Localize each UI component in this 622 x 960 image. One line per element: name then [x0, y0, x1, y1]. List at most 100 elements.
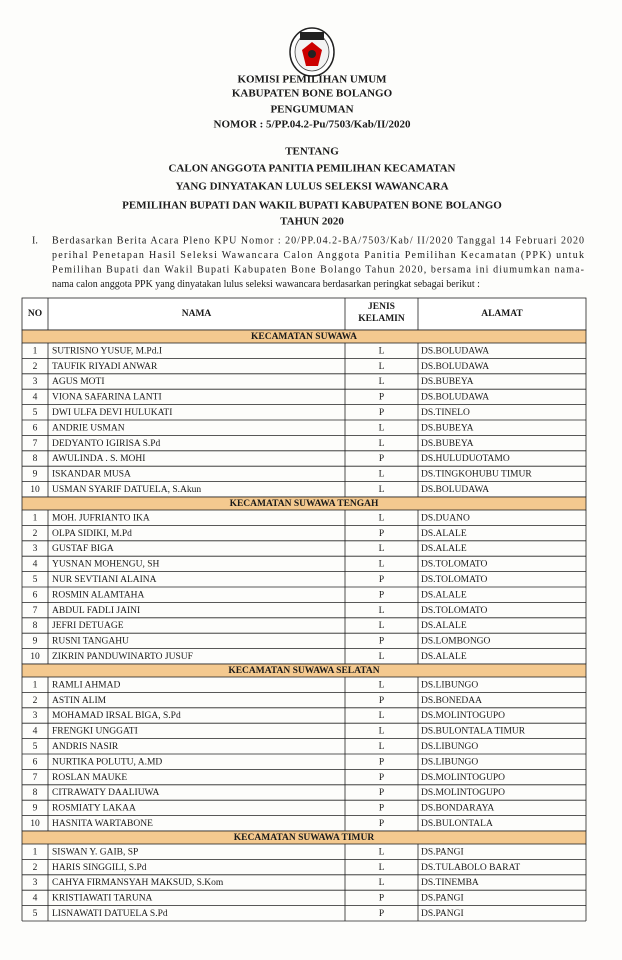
- section-title: KECAMATAN SUWAWA: [251, 332, 357, 342]
- row-gender: P: [379, 590, 384, 600]
- row-number: 5: [33, 575, 38, 585]
- row-address: DS.LIBUNGO: [421, 742, 478, 752]
- row-address: DS.HULUDUOTAMO: [421, 454, 510, 464]
- row-name: KRISTIAWATI TARUNA: [52, 894, 153, 904]
- row-number: 8: [33, 788, 38, 798]
- row-name: DEDYANTO IGIRISA S.Pd: [52, 439, 161, 449]
- subject-line: TENTANG: [285, 146, 339, 158]
- row-number: 1: [33, 847, 38, 857]
- row-address: DS.ALALE: [421, 544, 467, 554]
- row-address: DS.TINEMBA: [421, 878, 479, 888]
- row-name: HARIS SINGGILI, S.Pd: [52, 863, 147, 873]
- row-name: YUSNAN MOHENGU, SH: [52, 560, 160, 570]
- row-number: 7: [33, 606, 38, 616]
- subject-line: YANG DINYATAKAN LULUS SELEKSI WAWANCARA: [175, 181, 448, 193]
- row-number: 4: [33, 393, 38, 403]
- column-header: ALAMAT: [481, 309, 523, 319]
- row-address: DS.BOLUDAWA: [421, 346, 489, 356]
- row-number: 7: [33, 773, 38, 783]
- row-gender: P: [379, 393, 384, 403]
- header-line: KABUPATEN BONE BOLANGO: [232, 88, 393, 100]
- row-name: SISWAN Y. GAIB, SP: [52, 847, 138, 857]
- row-name: VIONA SAFARINA LANTI: [52, 393, 162, 403]
- row-gender: L: [379, 560, 385, 570]
- row-address: DS.BULONTALA: [421, 819, 493, 829]
- row-gender: L: [379, 727, 385, 737]
- row-address: DS.LOMBONGO: [421, 637, 491, 647]
- row-number: 7: [33, 439, 38, 449]
- row-address: DS.MOLINTOGUPO: [421, 711, 505, 721]
- row-address: DS.ALALE: [421, 590, 467, 600]
- row-name: AWULINDA . S. MOHI: [52, 454, 145, 464]
- row-gender: P: [379, 757, 384, 767]
- row-number: 1: [33, 513, 38, 523]
- row-number: 8: [33, 454, 38, 464]
- row-gender: L: [379, 847, 385, 857]
- row-name: DWI ULFA DEVI HULUKATI: [52, 408, 172, 418]
- row-number: 10: [30, 652, 40, 662]
- row-address: DS.TOLOMATO: [421, 606, 488, 616]
- row-gender: P: [379, 819, 384, 829]
- row-address: DS.BULONTALA TIMUR: [421, 727, 526, 737]
- row-number: 4: [33, 894, 38, 904]
- row-number: 5: [33, 742, 38, 752]
- row-number: 9: [33, 804, 38, 814]
- row-number: 5: [33, 408, 38, 418]
- row-name: RUSNI TANGAHU: [52, 637, 129, 647]
- row-address: DS.LIBUNGO: [421, 680, 478, 690]
- row-address: DS.MOLINTOGUPO: [421, 788, 505, 798]
- row-address: DS.PANGI: [421, 909, 464, 919]
- row-address: DS.BUBEYA: [421, 423, 474, 433]
- row-gender: P: [379, 804, 384, 814]
- column-header: NO: [28, 309, 42, 319]
- row-gender: L: [379, 485, 385, 495]
- row-gender: L: [379, 346, 385, 356]
- row-number: 3: [33, 377, 38, 387]
- row-number: 1: [33, 346, 38, 356]
- row-name: CAHYA FIRMANSYAH MAKSUD, S.Kom: [52, 878, 224, 888]
- section-header: [21, 329, 587, 344]
- row-number: 4: [33, 560, 38, 570]
- row-name: OLPA SIDIKI, M.Pd: [52, 529, 132, 539]
- row-gender: P: [379, 788, 384, 798]
- row-address: DS.BONEDAA: [421, 696, 482, 706]
- row-gender: P: [379, 575, 384, 585]
- row-gender: L: [379, 742, 385, 752]
- row-gender: P: [379, 696, 384, 706]
- logo: [289, 27, 335, 77]
- row-name: ANDRIE USMAN: [52, 423, 125, 433]
- row-number: 1: [33, 680, 38, 690]
- row-address: DS.BOLUDAWA: [421, 362, 489, 372]
- row-number: 5: [33, 909, 38, 919]
- subject-line: PEMILIHAN BUPATI DAN WAKIL BUPATI KABUPA…: [122, 200, 502, 212]
- row-address: DS.LIBUNGO: [421, 757, 478, 767]
- row-gender: L: [379, 680, 385, 690]
- row-number: 6: [33, 590, 38, 600]
- row-name: ABDUL FADLI JAINI: [52, 606, 140, 616]
- row-name: ROSLAN MAUKE: [52, 773, 127, 783]
- column-header: KELAMIN: [358, 314, 405, 324]
- row-number: 6: [33, 423, 38, 433]
- row-address: DS.ALALE: [421, 621, 467, 631]
- column-header: NAMA: [182, 309, 212, 319]
- row-gender: L: [379, 513, 385, 523]
- row-number: 10: [30, 819, 40, 829]
- row-address: DS.TOLOMATO: [421, 560, 488, 570]
- row-number: 6: [33, 757, 38, 767]
- row-gender: P: [379, 909, 384, 919]
- row-number: 9: [33, 637, 38, 647]
- row-number: 3: [33, 878, 38, 888]
- row-number: 2: [33, 362, 38, 372]
- paragraph-line: nama calon anggota PPK yang dinyatakan l…: [52, 279, 480, 290]
- row-address: DS.BOLUDAWA: [421, 393, 489, 403]
- row-name: ROSMIN ALAMTAHA: [52, 590, 145, 600]
- row-name: ISKANDAR MUSA: [52, 470, 131, 480]
- row-gender: L: [379, 377, 385, 387]
- row-name: FRENGKI UNGGATI: [52, 727, 138, 737]
- row-number: 9: [33, 470, 38, 480]
- row-name: USMAN SYARIF DATUELA, S.Akun: [52, 485, 201, 495]
- row-gender: L: [379, 711, 385, 721]
- paragraph-line: Berdasarkan Berita Acara Pleno KPU Nomor…: [52, 235, 584, 246]
